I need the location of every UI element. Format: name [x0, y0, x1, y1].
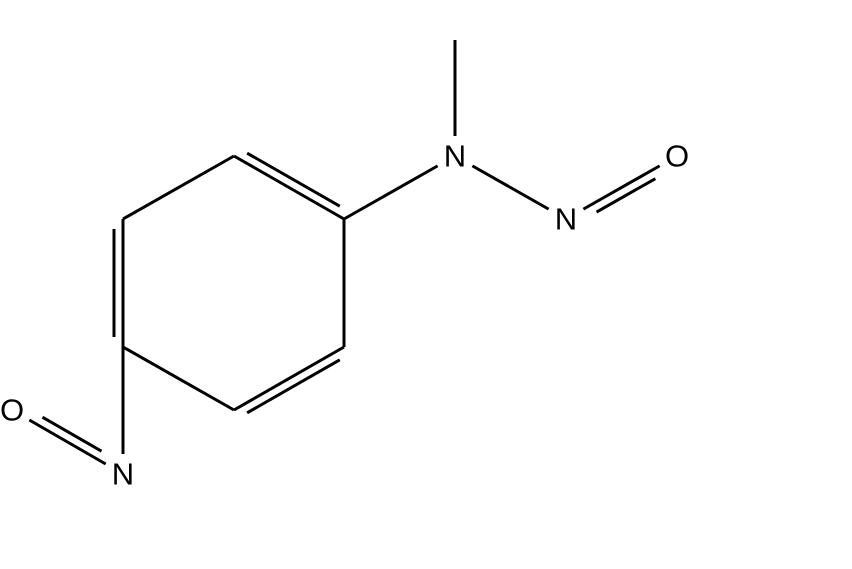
bond: [123, 156, 234, 219]
bond: [344, 166, 438, 219]
bond: [247, 153, 340, 206]
bond: [234, 156, 344, 219]
bond: [472, 166, 548, 209]
atom-label-n: N: [555, 202, 577, 237]
bond: [234, 347, 344, 410]
atom-label-o: O: [665, 139, 689, 174]
bond: [29, 420, 105, 464]
atom-label-n: N: [444, 139, 466, 174]
atom-label-o: O: [0, 393, 24, 428]
bond: [247, 360, 340, 413]
bond: [123, 347, 234, 410]
bond: [583, 166, 659, 209]
molecule-canvas: N N O N O: [0, 0, 852, 569]
atom-label-n: N: [112, 457, 134, 492]
